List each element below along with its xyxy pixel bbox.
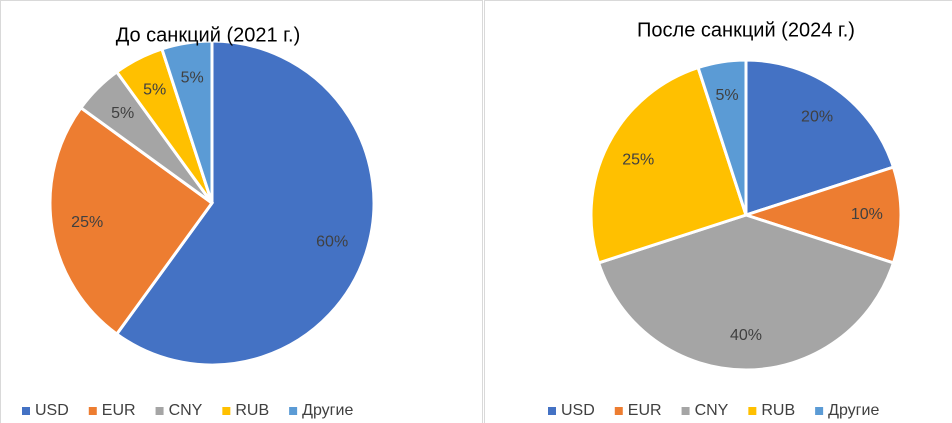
panel-border xyxy=(0,0,483,423)
chart-title: После санкций (2024 г.) xyxy=(637,19,855,41)
data-label: 20% xyxy=(801,108,833,125)
legend-swatch xyxy=(22,407,30,415)
data-label: 25% xyxy=(71,214,103,231)
legend-label: USD xyxy=(35,402,69,419)
legend-label: USD xyxy=(561,402,595,419)
data-label: 40% xyxy=(730,327,762,344)
legend-label: EUR xyxy=(628,402,662,419)
legend-swatch xyxy=(222,407,231,415)
pie-slice xyxy=(741,165,903,265)
legend-swatch xyxy=(815,407,824,415)
legend-label: CNY xyxy=(169,402,203,419)
legend-swatch xyxy=(614,407,623,415)
pie-slice xyxy=(589,65,748,265)
legend-swatch xyxy=(88,407,97,415)
legend-swatch xyxy=(548,407,556,415)
pie-slice xyxy=(114,39,376,367)
data-label: 60% xyxy=(316,233,348,250)
data-label: 5% xyxy=(143,82,166,99)
data-label: 5% xyxy=(716,87,739,104)
legend-label: Другие xyxy=(828,402,879,419)
legend-swatch xyxy=(748,407,757,415)
legend-label: RUB xyxy=(235,402,269,419)
pie-slice xyxy=(696,58,748,216)
legend-swatch xyxy=(289,407,298,415)
data-label: 25% xyxy=(622,151,654,168)
data-label: 5% xyxy=(181,69,204,86)
pie-slice xyxy=(160,39,214,204)
chart-title: До санкций (2021 г.) xyxy=(116,24,301,46)
pie-slice xyxy=(744,58,896,218)
pie-slice xyxy=(596,213,896,372)
legend-swatch xyxy=(681,407,690,415)
data-label: 10% xyxy=(851,206,883,223)
data-label: 5% xyxy=(111,105,134,122)
legend-swatch xyxy=(155,407,164,415)
legend-label: Другие xyxy=(302,402,353,419)
legend-label: RUB xyxy=(761,402,795,419)
legend-label: EUR xyxy=(102,402,136,419)
pie-slice xyxy=(48,105,215,337)
legend-label: CNY xyxy=(695,402,729,419)
panel-border xyxy=(484,0,952,423)
